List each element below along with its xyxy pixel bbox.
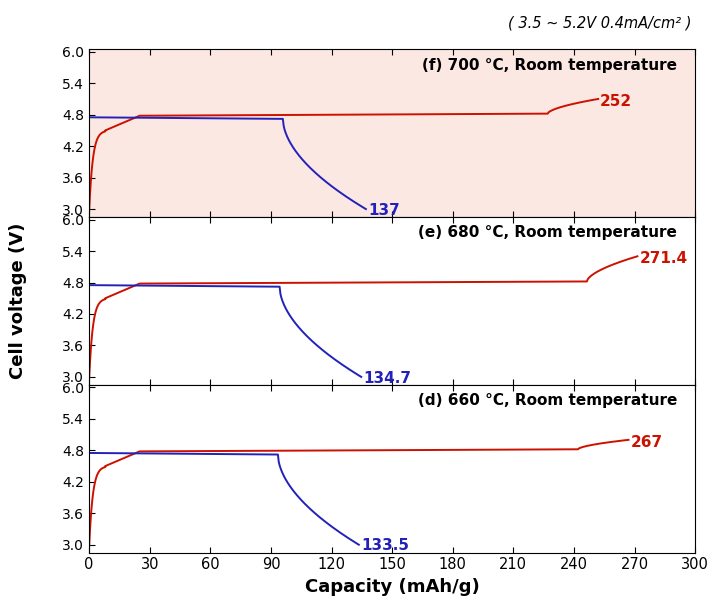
Text: (f) 700 °C, Room temperature: (f) 700 °C, Room temperature bbox=[422, 58, 677, 72]
X-axis label: Capacity (mAh/g): Capacity (mAh/g) bbox=[304, 578, 480, 596]
Text: Cell voltage (V): Cell voltage (V) bbox=[9, 223, 27, 379]
Text: (d) 660 °C, Room temperature: (d) 660 °C, Room temperature bbox=[418, 393, 677, 408]
Text: ( 3.5 ~ 5.2V 0.4mA/cm² ): ( 3.5 ~ 5.2V 0.4mA/cm² ) bbox=[508, 15, 692, 30]
Text: (e) 680 °C, Room temperature: (e) 680 °C, Room temperature bbox=[418, 225, 677, 240]
Text: 271.4: 271.4 bbox=[640, 251, 687, 266]
Text: 267: 267 bbox=[630, 435, 662, 450]
Text: 137: 137 bbox=[368, 203, 400, 218]
Text: 133.5: 133.5 bbox=[361, 538, 409, 553]
Text: 134.7: 134.7 bbox=[363, 371, 411, 386]
Text: 252: 252 bbox=[600, 94, 632, 109]
